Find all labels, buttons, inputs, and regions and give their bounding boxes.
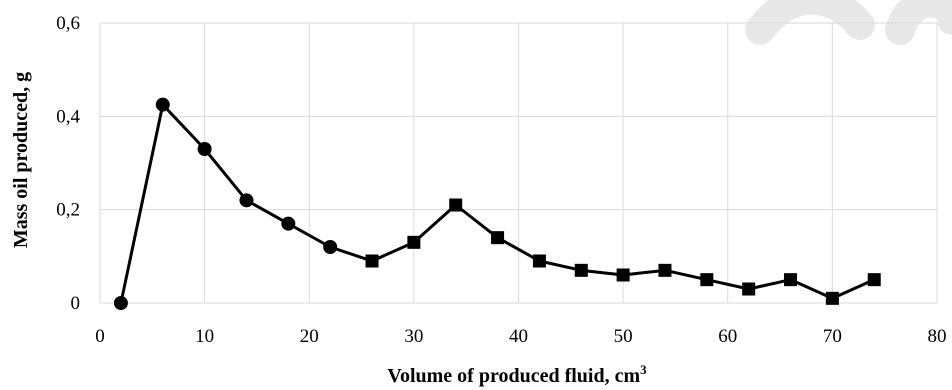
x-tick-label: 70 [823,326,842,347]
x-tick-label: 60 [718,326,737,347]
data-point-square [658,263,672,277]
data-point-circle [323,240,338,254]
x-tick-label: 50 [614,326,633,347]
y-tick-label: 0,6 [56,13,80,34]
data-point-square [784,273,798,287]
watermark-decoration [745,0,952,45]
x-axis-title-text: Volume of produced fluid, cm [387,365,640,387]
data-point-square [616,268,630,282]
y-tick-label: 0,4 [56,106,80,127]
y-axis-title: Mass oil produced, g [10,72,32,248]
data-point-square [867,273,881,287]
x-tick-label: 10 [195,326,214,347]
data-point-circle [197,142,212,156]
data-point-square [742,282,756,296]
y-tick-labels: 0 0,2 0,4 0,6 [56,13,80,314]
data-point-square [407,235,421,249]
x-tick-labels: 0 10 20 30 40 50 60 70 80 [95,326,946,347]
data-point-circle [113,296,128,310]
x-tick-label: 40 [509,326,528,347]
y-tick-label: 0 [71,293,81,314]
series-line [119,103,875,304]
x-tick-label: 20 [300,326,319,347]
data-point-square [700,273,714,287]
data-point-square [449,198,463,212]
x-tick-label: 0 [95,326,105,347]
x-tick-label: 80 [928,326,947,347]
data-point-square [491,231,505,245]
data-point-circle [239,193,254,208]
data-point-circle [155,97,170,112]
gridlines [99,22,938,304]
series-markers [113,97,881,310]
data-point-circle [281,216,296,231]
data-point-square [365,254,379,268]
x-axis-title: Volume of produced fluid, cm3 [387,362,647,387]
data-point-square [825,291,839,305]
x-axis-title-superscript: 3 [640,362,647,377]
data-point-square [532,254,546,268]
data-point-square [574,263,588,277]
y-tick-label: 0,2 [56,200,80,221]
x-tick-label: 30 [404,326,423,347]
